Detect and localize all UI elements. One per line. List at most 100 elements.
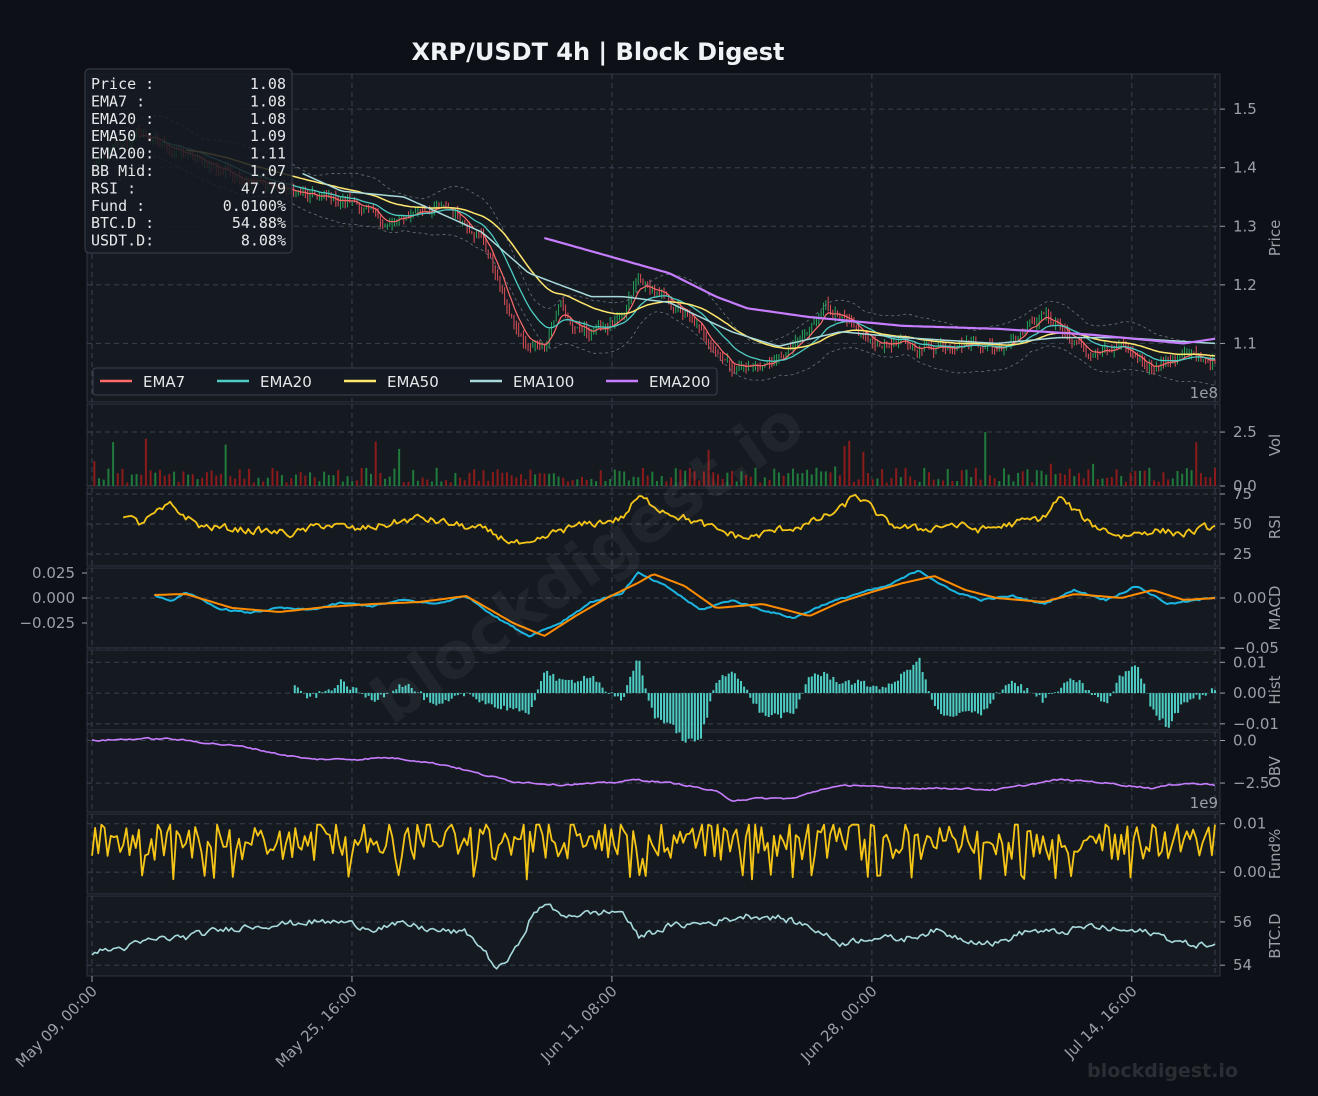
hist-bar xyxy=(869,686,872,694)
offset-label: 1e9 xyxy=(1190,794,1218,812)
rsi-panel xyxy=(86,487,1221,567)
volume-bar xyxy=(618,470,621,486)
volume-bar xyxy=(158,469,161,486)
volume-panel xyxy=(86,403,1221,487)
hist-bar xyxy=(1047,693,1050,695)
volume-bar xyxy=(416,480,419,486)
hist-bar xyxy=(903,671,906,694)
volume-bar xyxy=(107,468,110,486)
hist-bar xyxy=(546,670,549,694)
volume-bar xyxy=(1106,477,1109,486)
volume-bar xyxy=(154,472,157,486)
hist-bar xyxy=(598,682,601,694)
hist-bar xyxy=(983,693,986,710)
hist-bar xyxy=(629,676,632,694)
hist-bar xyxy=(952,693,955,717)
volume-bar xyxy=(712,472,715,486)
volume-bar xyxy=(937,479,940,486)
volume-bar xyxy=(266,477,269,486)
hist-bar xyxy=(1106,693,1109,704)
hist-bar xyxy=(330,690,333,694)
hist-bar xyxy=(1109,693,1112,697)
hist-bar xyxy=(660,693,663,720)
hist-bar xyxy=(761,693,764,713)
volume-bar xyxy=(566,481,569,486)
hist-bar xyxy=(820,676,823,694)
hist-bar xyxy=(450,693,453,699)
volume-bar xyxy=(1129,472,1132,486)
legend-label: EMA50 xyxy=(387,373,439,391)
volume-bar xyxy=(1199,473,1202,486)
hist-bar xyxy=(1173,693,1176,714)
hist-bar xyxy=(1115,682,1118,694)
volume-bar xyxy=(177,481,180,486)
volume-bar xyxy=(173,471,176,486)
volume-bar xyxy=(271,468,274,486)
hist-bar xyxy=(715,682,718,694)
hist-bar xyxy=(718,680,721,694)
volume-bar xyxy=(243,478,246,486)
volume-bar xyxy=(791,468,794,486)
volume-bar xyxy=(1068,468,1071,486)
hist-bar xyxy=(429,693,432,703)
hist-bar xyxy=(724,676,727,694)
volume-bar xyxy=(135,474,138,486)
hist-bar xyxy=(829,679,832,694)
volume-bar xyxy=(951,480,954,486)
volume-bar xyxy=(763,477,766,486)
volume-bar xyxy=(369,473,372,486)
hist-bar xyxy=(635,660,638,694)
hist-bar xyxy=(721,675,724,694)
hist-bar xyxy=(641,675,644,694)
volume-bar xyxy=(248,468,251,486)
hist-bar xyxy=(912,664,915,694)
legend-label: EMA7 xyxy=(143,373,185,391)
hist-bar xyxy=(1010,680,1013,694)
hist-bar xyxy=(306,693,309,699)
hist-bar xyxy=(1090,693,1093,696)
hist-bar xyxy=(312,693,315,694)
hist-bar xyxy=(435,693,438,706)
hist-bar xyxy=(992,693,995,700)
signal-line xyxy=(154,573,1216,637)
volume-bar xyxy=(580,476,583,486)
hist-bar xyxy=(515,693,518,709)
hist-bar xyxy=(955,693,958,716)
hist-bar xyxy=(327,689,330,694)
hist-bar xyxy=(1072,680,1075,694)
volume-bar xyxy=(463,480,466,486)
hist-bar xyxy=(890,683,893,694)
hist-bar xyxy=(1044,693,1047,698)
volume-bar xyxy=(1143,470,1146,486)
hist-bar xyxy=(949,693,952,717)
hist-bar xyxy=(1161,693,1164,719)
hist-bar xyxy=(361,693,364,695)
volume-bar xyxy=(707,449,710,486)
volume-bar xyxy=(445,480,448,486)
volume-bar xyxy=(1054,474,1057,486)
rsi-axis-label: RSI xyxy=(1266,515,1284,539)
volume-bar xyxy=(576,479,579,486)
volume-bar xyxy=(412,469,415,486)
hist-bar xyxy=(1201,693,1204,696)
hist-bar xyxy=(666,693,669,723)
volume-bar xyxy=(1171,478,1174,486)
volume-bar xyxy=(1134,470,1137,486)
hist-bar xyxy=(1204,693,1207,696)
volume-bar xyxy=(252,482,255,486)
hist-bar xyxy=(395,689,398,694)
hist-bar xyxy=(647,693,650,701)
hist-bar xyxy=(1078,680,1081,694)
hist-bar xyxy=(924,679,927,694)
hist-bar xyxy=(789,693,792,714)
hist-bar xyxy=(533,693,536,701)
hist-bar xyxy=(823,671,826,694)
volume-bar xyxy=(656,481,659,486)
hist-bar xyxy=(1050,693,1053,694)
volume-bar xyxy=(215,475,218,486)
hist-bar xyxy=(933,693,936,707)
volume-bar xyxy=(1209,477,1212,486)
volume-bar xyxy=(595,481,598,486)
info-label: USDT.D: xyxy=(91,232,154,250)
hist-bar xyxy=(712,690,715,694)
